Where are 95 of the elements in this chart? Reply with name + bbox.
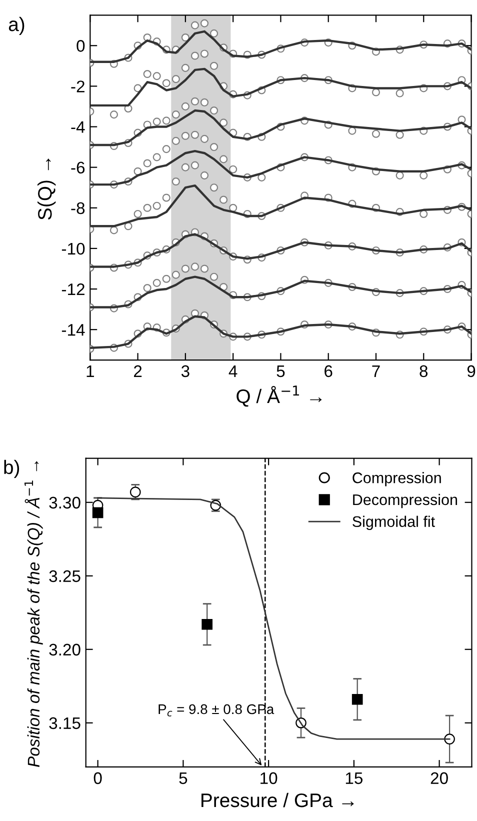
chart-title: a) — [8, 16, 24, 36]
point — [181, 264, 190, 273]
point — [181, 102, 190, 110]
x-axis-title: Pressure / GPa → — [202, 792, 354, 808]
point — [181, 163, 190, 172]
point — [152, 153, 161, 162]
point — [172, 136, 180, 145]
y-tick-label: -14 — [62, 324, 85, 336]
y-tick-label: 3.30 — [49, 496, 80, 509]
point — [143, 284, 152, 292]
point — [181, 132, 190, 140]
point — [220, 196, 228, 204]
point — [372, 88, 380, 96]
point — [152, 72, 161, 80]
point — [200, 19, 209, 28]
point — [352, 694, 363, 705]
point — [444, 734, 455, 744]
point — [162, 194, 170, 202]
x-tick-label: 9 — [467, 365, 476, 378]
x-tick-label: 1 — [86, 365, 94, 377]
point — [190, 21, 199, 30]
y-tick-label: -10 — [62, 242, 85, 255]
point — [162, 116, 170, 125]
x-tick-label: 8 — [420, 365, 428, 378]
point — [181, 33, 190, 42]
legend-label: Sigmoidal fit — [352, 516, 435, 530]
x-tick-label: 0 — [94, 772, 102, 784]
point — [200, 134, 209, 143]
point — [396, 130, 404, 139]
x-tick-label: 7 — [372, 365, 380, 377]
legend-label: Compression — [352, 472, 441, 486]
x-tick-label: 5 — [276, 365, 285, 378]
point — [152, 278, 161, 287]
y-axis-title: Position of main peak of the S(Q) / Å$^{−1}$ → — [24, 461, 43, 767]
y-tick-label: 3.20 — [49, 644, 80, 656]
point — [190, 130, 199, 139]
x-tick-label: 20 — [430, 772, 448, 784]
x-tick-label: 6 — [324, 365, 332, 378]
x-tick-label: 5 — [179, 772, 188, 784]
point — [210, 106, 218, 115]
point — [200, 50, 209, 58]
point — [152, 118, 161, 126]
point — [200, 98, 209, 106]
point — [143, 204, 152, 212]
point — [210, 143, 218, 152]
point — [130, 486, 141, 498]
point — [372, 130, 380, 138]
x-tick-label: 2 — [134, 365, 142, 377]
y-tick-label: -12 — [62, 283, 84, 296]
point — [172, 75, 180, 84]
point — [143, 159, 152, 168]
point — [190, 262, 199, 271]
y-tick-label: -6 — [71, 162, 85, 174]
y-tick-label: -8 — [71, 202, 85, 214]
point — [110, 226, 118, 234]
y-tick-label: -4 — [71, 121, 85, 133]
point — [200, 264, 209, 273]
point — [210, 184, 218, 192]
point — [229, 165, 238, 174]
point — [162, 274, 170, 283]
point — [162, 145, 170, 154]
point — [190, 97, 199, 106]
point — [172, 110, 180, 119]
x-tick-label: 15 — [346, 772, 363, 784]
x-tick-label: 4 — [228, 365, 238, 377]
point — [181, 64, 190, 72]
x-tick-label: 10 — [260, 772, 278, 784]
point — [143, 70, 152, 78]
point — [190, 161, 199, 170]
y-tick-label: 0 — [76, 40, 85, 52]
point — [172, 177, 180, 186]
y-tick-label: -2 — [71, 80, 84, 92]
point — [220, 118, 228, 127]
point — [92, 507, 104, 518]
point — [220, 155, 228, 164]
point — [110, 110, 118, 119]
y-axis-title: S(Q) → — [38, 158, 56, 220]
point — [210, 29, 218, 38]
point — [396, 89, 404, 98]
point — [190, 52, 199, 60]
point — [172, 270, 180, 279]
x-tick-label: 3 — [181, 365, 190, 378]
point — [152, 202, 161, 210]
point — [162, 79, 170, 88]
point — [202, 618, 213, 630]
legend-label: Decompression — [353, 494, 458, 508]
point — [210, 62, 218, 70]
chart-title: b) — [4, 460, 20, 478]
x-axis-title: Q / Å$^{−1}$ → — [236, 386, 322, 407]
y-tick-label: 3.25 — [49, 570, 80, 582]
y-tick-label: 3.15 — [49, 717, 80, 730]
annotation: P$_{c}$ = 9.8 ± 0.8 GPa — [158, 704, 274, 716]
point — [134, 210, 142, 218]
point — [210, 272, 218, 281]
point — [200, 171, 209, 180]
